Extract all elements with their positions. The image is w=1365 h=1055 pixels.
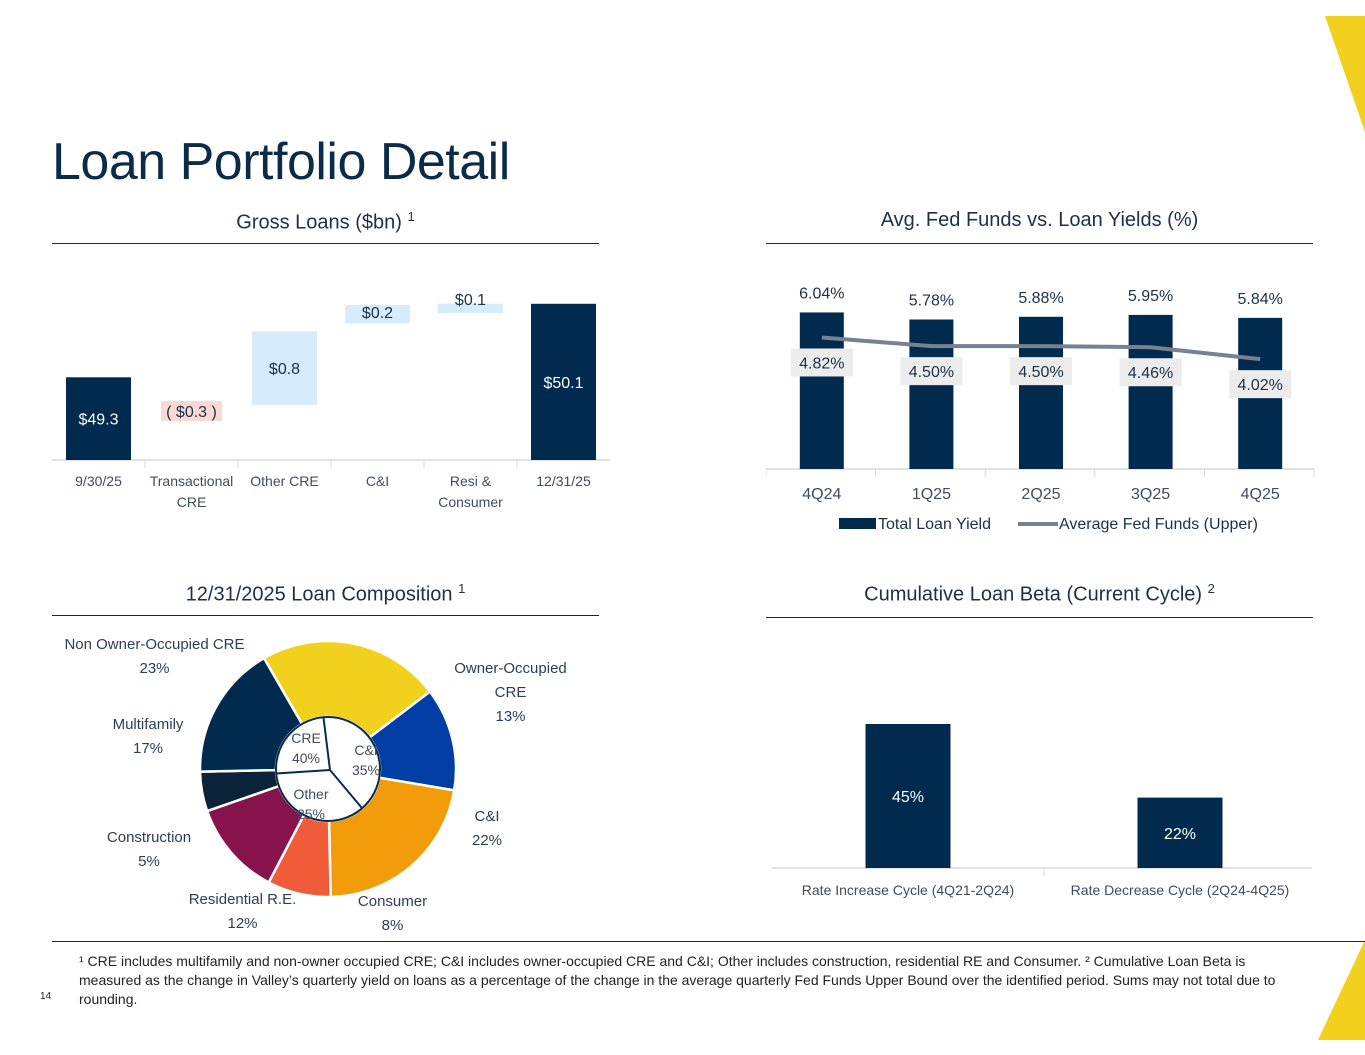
composition-inner-circle <box>275 716 381 822</box>
loan-beta-data-label: 22% <box>1164 826 1196 843</box>
loan-beta-tick-label: Rate Decrease Cycle (2Q24-4Q25) <box>1071 882 1290 898</box>
gross-loans-tick-label: Resi & Consumer <box>438 473 503 510</box>
legend-label-fed-funds: Average Fed Funds (Upper) <box>1059 516 1258 533</box>
legend-label-loan-yield: Total Loan Yield <box>878 516 991 533</box>
gross-loans-tick-label: C&I <box>366 473 389 489</box>
composition-inner-divider <box>329 769 363 809</box>
loan-beta-data-label: 45% <box>892 789 924 806</box>
composition-label-line: Consumer <box>357 893 428 910</box>
gross-loans-data-label: $0.8 <box>269 361 300 378</box>
composition-label-line: Non Owner-Occupied CRE <box>64 636 245 653</box>
loan-beta-rule <box>766 617 1313 618</box>
composition-inner-divider <box>276 769 331 775</box>
gross-loans-tick-label: 9/30/25 <box>75 473 122 489</box>
fed-funds-label-box <box>1119 358 1182 387</box>
fed-funds-data-label: 4.02% <box>1238 377 1283 394</box>
fed-funds-line <box>821 335 1261 362</box>
fed-funds-tick-label: 4Q25 <box>1241 486 1280 503</box>
composition-chart: CRE 40% C&I 35% Other 25% <box>198 641 458 896</box>
gross-loans-data-label: $0.1 <box>455 292 486 309</box>
composition-inner-label: C&I 35% <box>352 742 380 778</box>
composition-label-line: 5% <box>138 853 160 870</box>
gross-loans-bar <box>345 304 410 324</box>
loan-yield-data-label: 5.84% <box>1238 291 1283 308</box>
gross-loans-data-label: $0.2 <box>362 305 393 322</box>
fed-funds-data-label: 4.50% <box>1018 364 1063 381</box>
fed-funds-tick-label: 3Q25 <box>1131 486 1170 503</box>
composition-label-line: 22% <box>471 832 503 849</box>
footer-rule <box>52 941 1365 942</box>
composition-label: C&I 22% <box>447 805 527 853</box>
composition-label-line: Construction <box>106 829 192 846</box>
gross-loans-bar <box>438 303 503 313</box>
loan-beta-bar <box>865 724 951 868</box>
gross-loans-data-label: ( $0.3 ) <box>166 404 217 421</box>
loan-beta-tick-label: Rate Increase Cycle (4Q21-2Q24) <box>802 882 1014 898</box>
loan-yield-bar <box>1128 314 1173 469</box>
page-title: Loan Portfolio Detail <box>52 133 510 191</box>
gross-loans-bar <box>252 331 317 405</box>
composition-label-line: Residential R.E. <box>188 891 297 908</box>
loan-beta-chart: 45% Rate Increase Cycle (4Q21-2Q24) 22% Rat… <box>772 724 1312 898</box>
composition-label-line: 12% <box>227 915 258 932</box>
gross-loans-data-label: $50.1 <box>543 375 583 392</box>
gross-loans-bar <box>531 303 596 460</box>
composition-label-line: Multifamily <box>112 716 184 733</box>
composition-label-line: 13% <box>495 708 526 725</box>
fed-funds-label-box <box>900 357 963 386</box>
fed-funds-data-label: 4.46% <box>1128 365 1173 382</box>
gross-loans-chart: $49.3 9/30/25 ( $0.3 ) Transactional CRE $0.8… <box>52 292 610 510</box>
composition-label: Construction 5% <box>85 826 213 874</box>
loan-yield-data-label: 6.04% <box>799 285 844 302</box>
composition-label: Non Owner-Occupied CRE 23% <box>52 633 257 681</box>
composition-inner-divider <box>322 717 331 771</box>
composition-label: Residential R.E. 12% <box>170 888 315 936</box>
fed-funds-tick-label: 2Q25 <box>1021 486 1060 503</box>
fed-funds-title: Avg. Fed Funds vs. Loan Yields (%) <box>880 209 1199 231</box>
composition-title: 12/31/2025 Loan Composition 1 <box>185 581 466 606</box>
fed-funds-data-label: 4.82% <box>799 355 844 372</box>
gross-loans-title: Gross Loans ($bn) 1 <box>236 209 415 234</box>
composition-inner-label: Other 25% <box>293 786 328 822</box>
legend-swatch-loan-yield <box>839 518 876 529</box>
composition-label: Consumer 8% <box>330 890 455 938</box>
loan-beta-title: Cumulative Loan Beta (Current Cycle) 2 <box>864 581 1215 606</box>
fed-funds-tick-label: 1Q25 <box>912 486 951 503</box>
composition-inner-label: CRE 40% <box>291 730 321 766</box>
loan-yield-data-label: 5.95% <box>1128 288 1173 305</box>
gross-loans-rule <box>52 243 599 244</box>
fed-funds-label-box <box>1229 370 1292 399</box>
composition-label-line: 17% <box>132 740 164 757</box>
fed-funds-data-label: 4.50% <box>909 364 954 381</box>
corner-accent-bottom <box>1318 940 1365 1040</box>
loan-yield-data-label: 5.88% <box>1018 290 1063 307</box>
composition-label-line: CRE <box>494 684 527 701</box>
gross-loans-bar <box>161 401 222 422</box>
fed-funds-rule <box>766 243 1313 244</box>
gross-loans-bar <box>66 377 131 460</box>
loan-yield-bar <box>1019 316 1063 469</box>
gross-loans-data-label: $49.3 <box>78 412 118 429</box>
fed-funds-label-box <box>1010 357 1072 386</box>
composition-rule <box>52 615 599 616</box>
gross-loans-tick-label: 12/31/25 <box>536 473 591 489</box>
loan-yield-bar <box>799 312 844 469</box>
loan-yield-bar <box>909 319 954 469</box>
page-number: 14 <box>40 991 52 1002</box>
composition-label-line: C&I <box>474 808 500 825</box>
composition-label: Owner-Occupied CRE 13% <box>438 657 583 729</box>
fed-funds-label-box <box>790 348 853 377</box>
fed-funds-chart: 6.04% 4Q24 5.78% 1Q25 5.88% 2Q25 5.95% 3Q25 5.84… <box>766 285 1315 533</box>
loan-yield-data-label: 5.78% <box>909 292 954 309</box>
corner-accent-top <box>1325 16 1365 132</box>
gross-loans-tick-label: Other CRE <box>250 473 318 489</box>
footnote: ¹ CRE includes multifamily and non-owner… <box>79 953 1276 1007</box>
loan-beta-bar <box>1137 797 1223 868</box>
composition-label-line: Owner-Occupied <box>454 660 567 677</box>
gross-loans-tick-label: Transactional CRE <box>150 473 234 510</box>
fed-funds-tick-label: 4Q24 <box>802 486 841 503</box>
composition-label-line: 23% <box>139 660 170 677</box>
composition-label-line: 8% <box>381 917 404 934</box>
composition-label: Multifamily 17% <box>88 713 208 761</box>
